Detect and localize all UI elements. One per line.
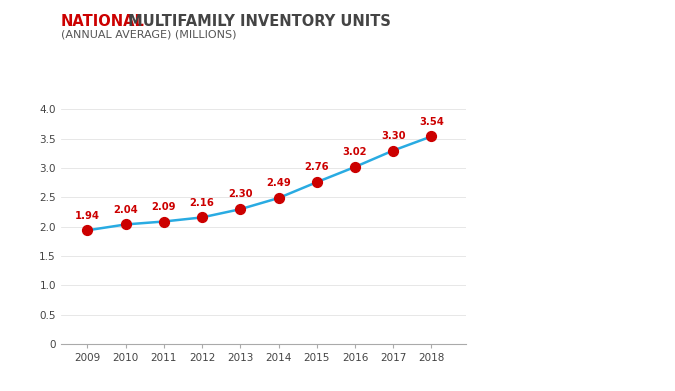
Text: Increase
in national
multifamily
unit inventory
since 2009: Increase in national multifamily unit in… [503,233,591,318]
Text: MULTIFAMILY INVENTORY UNITS: MULTIFAMILY INVENTORY UNITS [123,14,391,29]
Text: 2.76: 2.76 [304,163,329,172]
Text: 3.02: 3.02 [343,147,367,157]
Bar [616,90,632,109]
Bar [529,107,542,126]
Bar [563,121,579,140]
Bar [529,76,542,95]
Bar [510,138,522,157]
Text: 2.09: 2.09 [152,202,176,212]
Bar [589,90,605,109]
Point [426,133,437,140]
Bar [589,59,605,78]
Bar [510,107,522,126]
Text: 3.54: 3.54 [419,117,443,127]
Point [311,179,322,185]
Bar [563,59,579,78]
Bar [556,47,648,157]
Bar [616,59,632,78]
Point [159,218,169,224]
Text: 3.30: 3.30 [381,131,406,141]
Point [350,164,360,170]
Bar [510,76,522,95]
Text: 2.04: 2.04 [113,205,138,215]
Bar [563,90,579,109]
Text: 2.30: 2.30 [228,190,252,199]
Bar [616,121,632,140]
Point [120,221,131,228]
Text: NATIONAL: NATIONAL [61,14,144,29]
Text: (ANNUAL AVERAGE) (MILLIONS): (ANNUAL AVERAGE) (MILLIONS) [61,29,236,39]
Bar [503,61,552,174]
Text: 2.16: 2.16 [190,198,215,208]
Text: 2.49: 2.49 [266,178,291,188]
Bar [529,138,542,157]
Point [82,227,93,233]
Point [387,147,398,154]
Text: 82%: 82% [503,192,589,226]
Point [273,195,284,201]
Text: 1.94: 1.94 [75,211,100,221]
Bar [589,121,605,140]
Point [196,214,207,221]
Point [235,206,246,212]
